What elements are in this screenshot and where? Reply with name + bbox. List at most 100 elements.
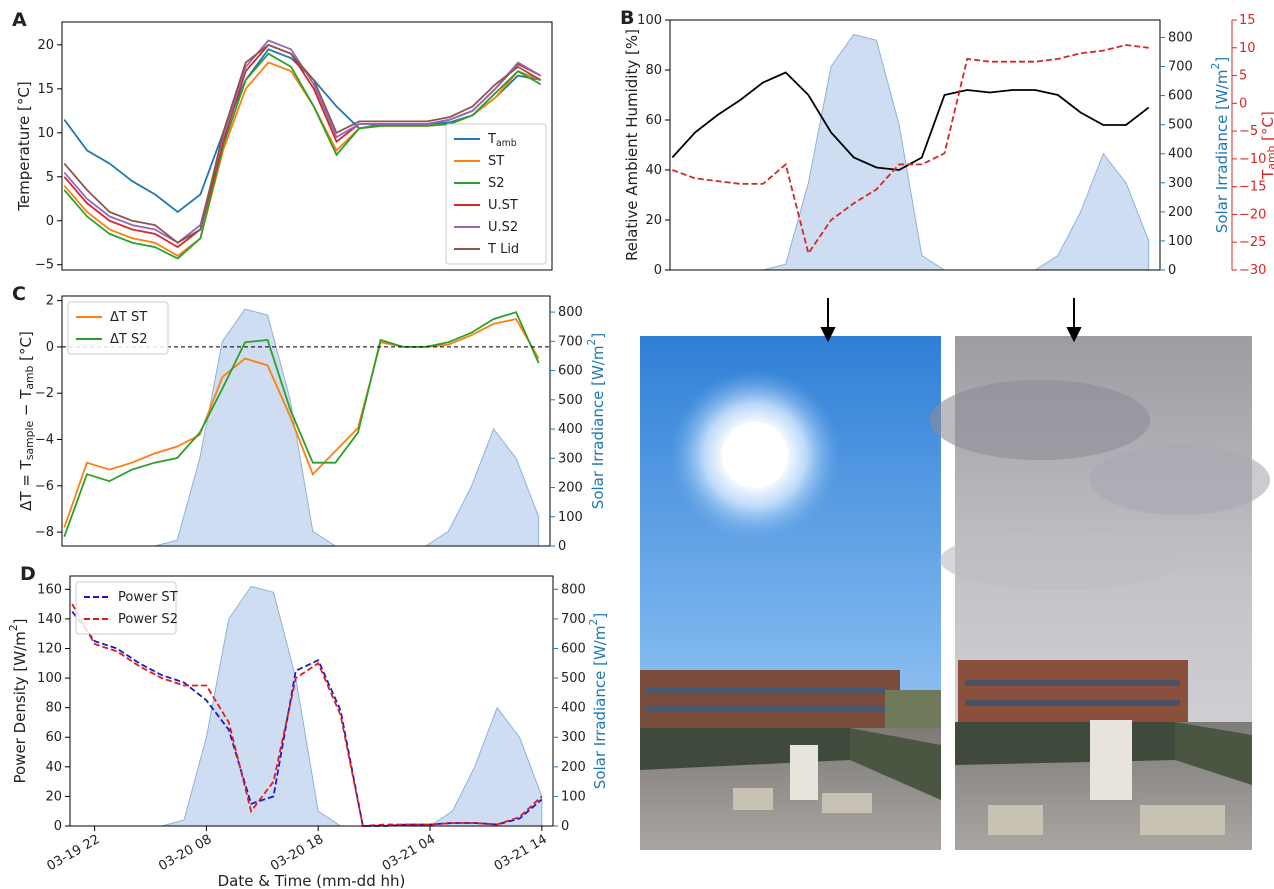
y2-axis-label: Solar Irradiance [W/m2] (1209, 57, 1231, 233)
y2-tick-label: 500 (558, 392, 583, 407)
y-tick-label: 0 (54, 819, 62, 834)
x-tick-label: 03-19 22 (44, 832, 102, 874)
y-tick-label: 20 (45, 789, 62, 804)
y2-tick-label: 800 (1168, 30, 1193, 45)
y-tick-label: −4 (35, 432, 54, 447)
y-tick-label: 60 (645, 113, 662, 128)
y2-tick-label: 400 (561, 700, 586, 715)
y2-axis-label: Solar Irradiance [W/m2] (587, 613, 609, 789)
y2-tick-label: 600 (558, 363, 583, 378)
y-tick-label: 80 (45, 700, 62, 715)
y3-tick-label: 5 (1239, 68, 1247, 83)
photo-cloudy (930, 336, 1270, 850)
legend-label: T Lid (487, 242, 519, 257)
y-tick-label: 120 (37, 641, 62, 656)
y2-tick-label: 800 (561, 582, 586, 597)
y2-tick-label: 0 (561, 819, 569, 834)
y3-axis-label: Tamb [°C] (1259, 111, 1274, 180)
legend-box (445, 123, 547, 265)
y2-tick-label: 700 (1168, 59, 1193, 74)
photo-sunny (640, 336, 941, 850)
y-tick-label: −8 (35, 525, 54, 540)
panel-letter: C (12, 283, 26, 305)
series-line (63, 43, 542, 244)
y-axis-label: Power Density [W/m2] (7, 619, 29, 784)
y3-tick-label: −20 (1239, 207, 1266, 222)
panel: A −5 0 5 10 15 20 Temperature [°C] Tamb ST S2 U.ST U… (12, 9, 553, 272)
y-tick-label: 0 (46, 339, 54, 354)
legend-label: ΔT S2 (110, 332, 148, 347)
y3-tick-label: −5 (1239, 124, 1258, 139)
plot-frame (69, 575, 554, 827)
y-tick-label: 2 (46, 293, 54, 308)
legend-box (75, 581, 177, 635)
y-tick-label: 0 (654, 263, 662, 278)
y2-tick-label: 200 (1168, 204, 1193, 219)
y2-tick-label: 0 (558, 539, 566, 554)
panel-letter: A (12, 9, 27, 31)
legend-label: Power ST (118, 590, 178, 605)
legend-label: U.S2 (488, 220, 518, 235)
y2-tick-label: 700 (561, 611, 586, 626)
arrows (820, 298, 1082, 343)
y2-tick-label: 300 (561, 730, 586, 745)
legend-label: ST (488, 154, 504, 169)
legend-label: S2 (488, 176, 505, 191)
y2-axis-label: Solar Irradiance [W/m2] (585, 333, 607, 509)
y-tick-label: 20 (37, 37, 54, 52)
y2-tick-label: 300 (1168, 175, 1193, 190)
y3-tick-label: −25 (1239, 235, 1266, 250)
series-line (671, 44, 1149, 256)
y-tick-label: 80 (645, 63, 662, 78)
y-tick-label: 20 (645, 213, 662, 228)
series-line (71, 603, 543, 827)
panel: D 0 20 40 60 80 100 120 140 160 Power Density [W/m… (7, 563, 609, 889)
y-tick-label: 10 (37, 125, 54, 140)
series-line (71, 610, 543, 827)
panel-letter: B (620, 7, 634, 29)
y2-tick-label: 600 (561, 641, 586, 656)
y2-tick-label: 700 (558, 334, 583, 349)
plot-frame (669, 19, 1161, 271)
y-tick-label: 100 (637, 13, 662, 28)
x-tick-label: 03-21 14 (491, 832, 549, 874)
y-tick-label: 15 (37, 81, 54, 96)
y-tick-label: 100 (37, 671, 62, 686)
x-tick-label: 03-20 08 (156, 832, 214, 874)
series-line (671, 71, 1150, 171)
y2-tick-label: 100 (561, 789, 586, 804)
y-axis-label: ΔT = Tsample − Tamb [°C] (17, 331, 37, 511)
y2-tick-label: 800 (558, 305, 583, 320)
series-line (63, 52, 542, 260)
y-tick-label: 40 (45, 759, 62, 774)
y3-tick-label: 10 (1239, 40, 1256, 55)
y3-tick-label: 0 (1239, 96, 1247, 111)
y3-tick-label: −30 (1239, 263, 1266, 278)
x-tick-label: 03-20 18 (268, 832, 326, 874)
x-axis-label: Date & Time (mm-dd hh) (218, 872, 406, 889)
legend-label: ΔT ST (110, 310, 147, 325)
y2-tick-label: 100 (1168, 233, 1193, 248)
y3-tick-label: −15 (1239, 179, 1266, 194)
x-tick-label: 03-21 04 (380, 832, 438, 874)
y-tick-label: −6 (35, 478, 54, 493)
y-tick-label: 40 (645, 163, 662, 178)
series-line (63, 318, 540, 528)
y-tick-label: −2 (35, 386, 54, 401)
legend-label: Tamb (487, 132, 517, 149)
y2-tick-label: 100 (558, 509, 583, 524)
plot-frame (61, 295, 551, 547)
y-tick-label: 160 (37, 582, 62, 597)
y-axis-label: Relative Ambient Humidity [%] (623, 29, 641, 261)
y2-tick-label: 500 (561, 671, 586, 686)
legend-label: U.ST (488, 198, 518, 213)
panel-letter: D (20, 563, 36, 585)
y-tick-label: 140 (37, 611, 62, 626)
y2-tick-label: 400 (558, 422, 583, 437)
y2-tick-label: 0 (1168, 263, 1176, 278)
irradiance-area (672, 33, 1150, 271)
legend-box (67, 301, 169, 355)
y2-tick-label: 400 (1168, 146, 1193, 161)
y2-tick-label: 600 (1168, 88, 1193, 103)
